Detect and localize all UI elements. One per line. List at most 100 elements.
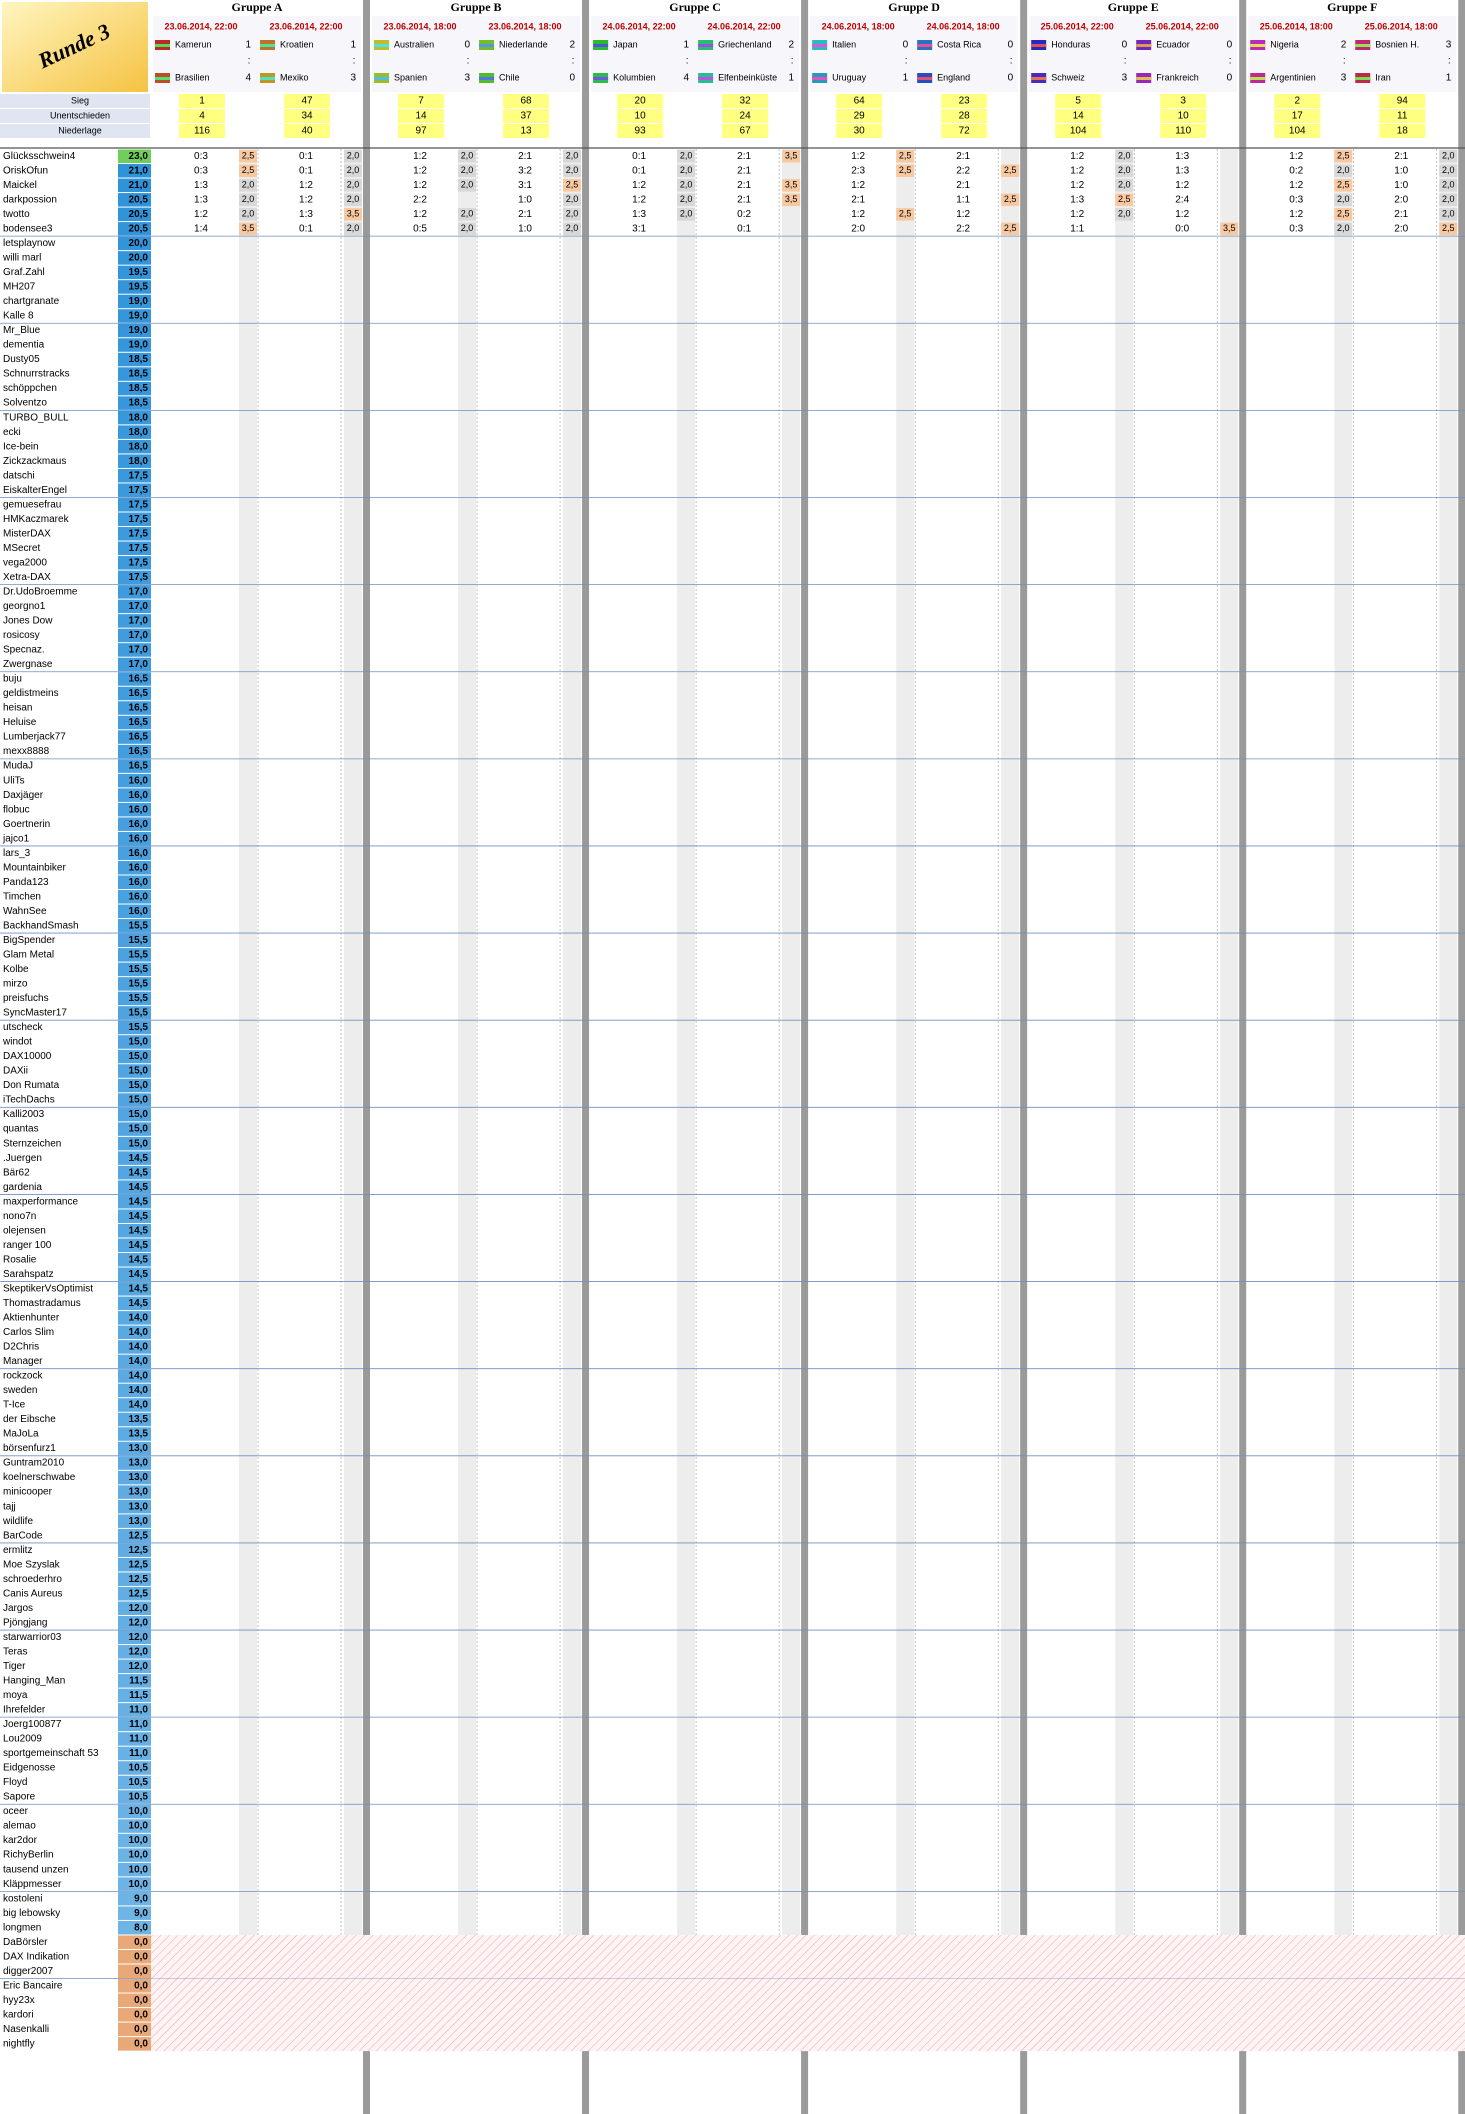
player-name: Sternzeichen [3,1138,61,1149]
player-points: 16,5 [129,761,149,772]
team-score: 0 [1122,40,1128,51]
tip: 3:1 [518,180,532,191]
player-points: 20,5 [129,194,149,205]
stat-value: 94 [1397,96,1409,107]
points-cell [118,1165,151,1180]
team-score: 0 [903,40,909,51]
bonus: 3,5 [785,194,798,204]
player-points: 14,5 [129,1196,149,1207]
team-score: 1 [350,40,356,51]
player-points: 15,5 [129,1022,149,1033]
points-cell [118,1470,151,1485]
player-name: quantas [3,1124,39,1135]
player-name: rosicosy [3,630,40,641]
points-cell [118,1412,151,1427]
bonus-bg [239,222,257,236]
player-points: 10,0 [129,1821,149,1832]
points-cell [118,1586,151,1601]
tip: 0:0 [1175,224,1189,235]
stat-cell [617,94,664,108]
bonus: 2,0 [566,209,579,219]
stat-value: 24 [740,111,752,122]
bonus-column [1001,149,1020,2052]
bonus: 3,5 [1223,223,1236,233]
bonus: 2,0 [347,151,360,161]
bonus-bg [344,193,362,207]
player-name: olejensen [3,1225,46,1236]
bonus-bg [1334,164,1353,178]
bonus: 2,5 [1004,165,1017,175]
player-name: Bär62 [3,1167,30,1178]
bonus-column [1334,149,1353,2052]
points-cell [118,715,151,730]
team-score: 1 [789,73,795,84]
bonus: 2,0 [347,223,360,233]
player-name: börsenfurz1 [3,1443,56,1454]
points-cell [118,1122,151,1136]
player-points: 16,0 [129,819,149,830]
team-score: 2 [789,40,795,51]
stat-cell [836,124,883,138]
stat-value: 64 [854,96,866,107]
points-cell [118,1572,151,1586]
score-separator: : [1343,56,1346,67]
team-name: Italien [832,39,856,49]
group-separator [1458,0,1465,2114]
points-cell [118,309,151,323]
player-name: Thomastradamus [3,1298,81,1309]
points-cell [118,1804,151,1819]
points-cell [118,1151,151,1165]
player-name: georgno1 [3,601,46,612]
player-points: 15,5 [129,993,149,1004]
team-score: 3 [464,73,470,84]
player-points: 17,5 [129,499,149,510]
score-separator: : [1010,56,1013,67]
bonus-bg [344,150,362,163]
stat-value: 104 [1289,126,1306,137]
points-cell [118,1877,151,1891]
tip: 2:1 [518,209,532,220]
bonus: 2,0 [347,194,360,204]
player-points: 16,0 [129,906,149,917]
points-cell [118,541,151,556]
bonus-bg [458,164,477,178]
player-points: 10,0 [129,1879,149,1890]
player-points: 18,0 [129,441,149,452]
tip: 1:2 [851,209,865,220]
team-name: Japan [613,39,638,49]
tip: 1:2 [1070,151,1084,162]
flag-stripe [374,77,390,80]
player-points: 14,0 [129,1327,149,1338]
player-points: 14,0 [129,1400,149,1411]
player-points: 17,0 [129,616,149,627]
player-name: iTechDachs [3,1095,55,1106]
match-date: 25.06.2014, 22:00 [1146,21,1219,31]
player-points: 17,0 [129,630,149,641]
bonus: 2,5 [1337,151,1350,161]
stat-label: Sieg [71,95,89,105]
points-cell [118,744,151,759]
tip: 1:2 [1175,209,1189,220]
player-name: Glam Metal [3,950,54,961]
bonus: 2,0 [680,165,693,175]
points-cell [118,599,151,614]
group-title: Gruppe C [669,0,721,14]
player-points: 18,0 [129,412,149,423]
flag-stripe [593,77,609,80]
group-separator [363,0,370,2114]
player-name: darkpossion [3,194,57,205]
group-title: Gruppe A [231,0,282,14]
points-cell [118,614,151,628]
player-points: 20,5 [129,224,149,235]
bonus-bg [1439,179,1458,192]
tip: 1:2 [1070,180,1084,191]
player-name: Graf.Zahl [3,267,45,278]
player-name: Jargos [3,1603,33,1614]
stat-value: 97 [415,126,427,137]
team-name: Australien [394,39,434,49]
points-cell [118,657,151,672]
bonus: 2,0 [1118,165,1131,175]
tip: 1:2 [1175,180,1189,191]
bonus: 2,0 [1118,180,1131,190]
